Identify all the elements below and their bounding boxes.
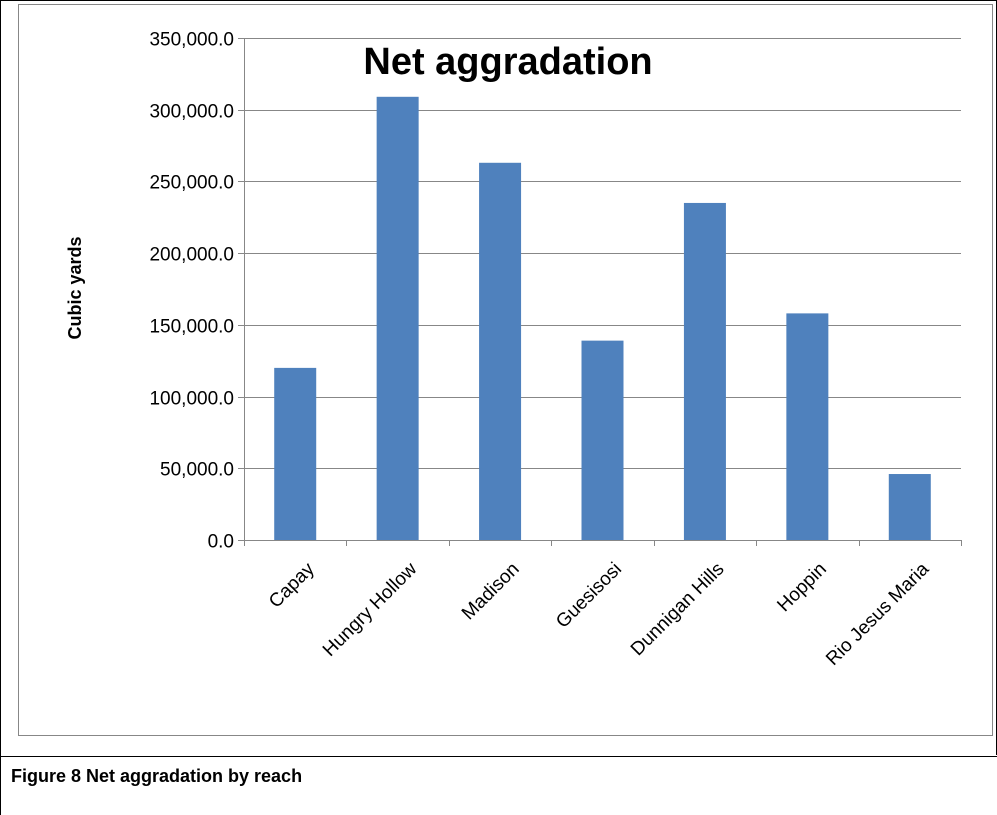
x-tick-label: Rio Jesus Maria [822,558,933,669]
bar [274,367,317,540]
bar [581,340,624,540]
x-tick-label: Dunnigan Hills [627,559,728,660]
bar [376,96,419,540]
chart-title: Net aggradation [363,41,652,83]
bar [479,162,522,541]
y-tick-label: 200,000.0 [149,245,234,266]
y-tick-label: 300,000.0 [149,102,234,123]
bar [888,474,931,540]
x-tick-label: Hungry Hollow [319,558,421,660]
x-tick-label: Hoppin [773,559,830,616]
bar [683,202,726,540]
y-axis-label: Cubic yards [65,236,85,339]
y-tick-label: 350,000.0 [149,30,234,51]
y-tick-label: 50,000.0 [160,460,234,481]
y-tick-label: 100,000.0 [149,389,234,410]
gridlines [244,38,961,469]
figure-caption: Figure 8 Net aggradation by reach [11,766,303,786]
y-tick-label: 250,000.0 [149,173,234,194]
x-tick-label: Capay [265,558,319,612]
bars [274,96,931,541]
bar [786,313,829,540]
x-tick-label: Guesisosi [552,559,626,633]
chart-area-border [18,4,993,736]
x-tick-label: Madison [458,559,524,625]
y-tick-label: 150,000.0 [149,317,234,338]
axes: 0.0 50,000.0 100,000.0 150,000.0 200,000.0 25… [149,30,962,670]
y-tick-label: 0.0 [208,532,234,553]
